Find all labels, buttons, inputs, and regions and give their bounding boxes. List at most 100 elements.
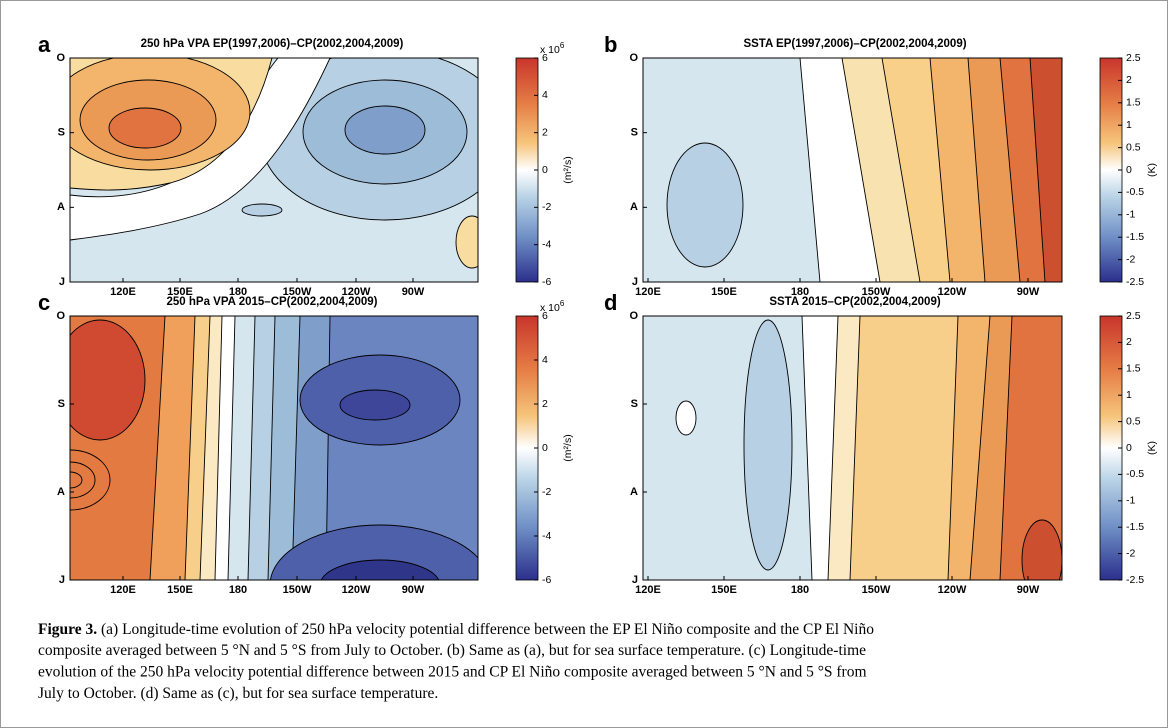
y-tick-label: J <box>59 276 65 288</box>
panel-title: SSTA 2015–CP(2002,2004,2009) <box>769 296 941 308</box>
y-tick-label: O <box>629 310 638 322</box>
y-tick-label: J <box>59 574 65 586</box>
plot-frame <box>642 57 1063 283</box>
plot-frame <box>69 315 479 581</box>
colorbar-tick-label: 2.5 <box>1126 52 1141 64</box>
x-tick-label: 180 <box>229 286 247 298</box>
caption-label: Figure 3. <box>38 621 97 638</box>
colorbar-tick-label: 1 <box>1126 389 1132 401</box>
x-tick-label: 90W <box>1017 584 1040 596</box>
y-tick-label: A <box>630 486 638 498</box>
y-tick-label: S <box>58 127 65 139</box>
caption-line: composite averaged between 5 °N and 5 °S… <box>38 642 866 659</box>
scale-base: x 10 <box>540 302 560 314</box>
y-tick-label: J <box>632 574 638 586</box>
colorbar-tick-label: 1.5 <box>1126 97 1141 109</box>
y-tick-label: J <box>632 276 638 288</box>
x-tick-label: 180 <box>791 584 809 596</box>
caption-line: Figure 3. (a) Longitude-time evolution o… <box>38 621 874 638</box>
colorbar-tick-label: -4 <box>542 238 551 250</box>
x-tick-label: 180 <box>791 286 809 298</box>
plot-frame <box>69 57 479 283</box>
x-tick-label: 120E <box>110 584 136 596</box>
panel-title: SSTA EP(1997,2006)–CP(2002,2004,2009) <box>743 38 966 50</box>
colorbar-tick-label: 2.5 <box>1126 310 1141 322</box>
colorbar-tick-label: -1 <box>1126 209 1135 221</box>
colorbar-tick-label: 1.5 <box>1126 363 1141 375</box>
colorbar-tick-label: 4 <box>542 354 548 366</box>
x-tick-label: 150W <box>862 286 891 298</box>
x-tick-label: 90W <box>1017 286 1040 298</box>
colorbar-tick-label: 0 <box>1126 442 1132 454</box>
y-tick-label: O <box>629 52 638 64</box>
x-tick-label: 180 <box>229 584 247 596</box>
scale-exponent: 6 <box>560 41 565 50</box>
x-tick-label: 90W <box>402 584 425 596</box>
y-tick-label: A <box>57 486 65 498</box>
x-tick-label: 120E <box>635 584 661 596</box>
caption-line: July to October. (d) Same as (c), but fo… <box>38 685 438 702</box>
y-tick-label: O <box>56 310 65 322</box>
contour-field <box>643 58 1062 282</box>
y-tick-label: A <box>57 201 65 213</box>
colorbar-unit: (m²/s) <box>562 156 574 183</box>
colorbar-tick-label: -2.5 <box>1126 276 1144 288</box>
colorbar-tick-label: 1 <box>1126 119 1132 131</box>
x-tick-label: 150E <box>711 584 737 596</box>
colorbar-tick-label: -2 <box>1126 547 1135 559</box>
colorbar-tick-label: 0.5 <box>1126 415 1141 427</box>
colorbar-tick-label: 0 <box>542 442 548 454</box>
colorbar-tick-label: -1.5 <box>1126 521 1144 533</box>
colorbar-tick-label: -2 <box>542 486 551 498</box>
colorbar-tick-label: -1.5 <box>1126 231 1144 243</box>
y-tick-label: O <box>56 52 65 64</box>
colorbar-tick-label: 6 <box>542 52 548 64</box>
x-tick-label: 150W <box>283 286 312 298</box>
panel-title: 250 hPa VPA EP(1997,2006)–CP(2002,2004,2… <box>141 38 404 50</box>
x-tick-label: 120W <box>342 584 371 596</box>
x-tick-label: 150E <box>167 584 193 596</box>
x-tick-label: 120W <box>938 584 967 596</box>
x-tick-label: 150E <box>711 286 737 298</box>
colorbar-unit: (K) <box>1146 163 1158 177</box>
colorbar-tick-label: -2 <box>1126 253 1135 265</box>
scale-exponent: 6 <box>560 299 565 308</box>
colorbar-tick-label: 2 <box>542 126 548 138</box>
colorbar-tick-label: -4 <box>542 530 551 542</box>
colorbar-unit: (K) <box>1146 441 1158 455</box>
contour-field <box>70 58 478 282</box>
colorbar-tick-label: -0.5 <box>1126 186 1144 198</box>
panel-label: c <box>38 290 50 315</box>
panel-label: d <box>604 290 617 315</box>
colorbar-unit: (m²/s) <box>562 434 574 461</box>
colorbar-tick-label: -6 <box>542 574 551 586</box>
panel-label: b <box>604 32 617 57</box>
x-tick-label: 120W <box>342 286 371 298</box>
y-tick-label: A <box>630 201 638 213</box>
scale-base: x 10 <box>540 44 560 56</box>
colorbar-tick-label: 0 <box>1126 164 1132 176</box>
colorbar-tick-label: 2 <box>1126 74 1132 86</box>
colorbar-tick-label: 0.5 <box>1126 141 1141 153</box>
x-tick-label: 120E <box>110 286 136 298</box>
colorbar-tick-label: 6 <box>542 310 548 322</box>
y-tick-label: S <box>631 127 638 139</box>
x-tick-label: 90W <box>402 286 425 298</box>
x-tick-label: 150W <box>862 584 891 596</box>
contour-field <box>643 316 1062 580</box>
colorbar-tick-label: -2 <box>542 201 551 213</box>
colorbar-tick-label: -1 <box>1126 495 1135 507</box>
colorbar-scale: x 106 <box>540 299 565 314</box>
colorbar-tick-label: -2.5 <box>1126 574 1144 586</box>
colorbar-tick-label: 4 <box>542 89 548 101</box>
colorbar-tick-label: -6 <box>542 276 551 288</box>
panel-label: a <box>38 32 51 57</box>
x-tick-label: 120E <box>635 286 661 298</box>
panel-title: 250 hPa VPA 2015–CP(2002,2004,2009) <box>167 296 378 308</box>
x-tick-label: 120W <box>938 286 967 298</box>
colorbar-tick-label: 2 <box>1126 336 1132 348</box>
colorbar-tick-label: -0.5 <box>1126 468 1144 480</box>
plot-frame <box>642 315 1063 581</box>
y-tick-label: S <box>631 398 638 410</box>
colorbar-scale: x 106 <box>540 41 565 56</box>
